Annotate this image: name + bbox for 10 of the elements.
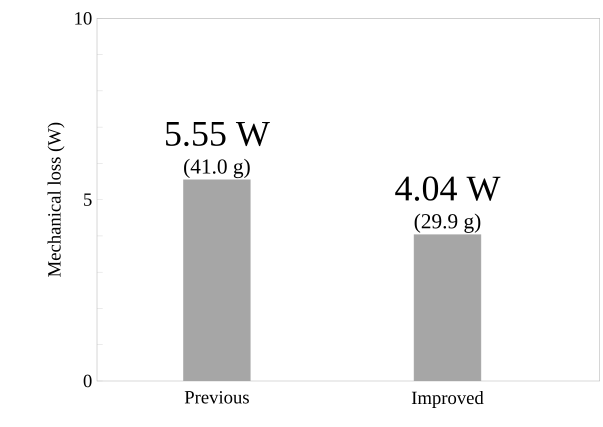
x-tick-label: Improved: [412, 391, 484, 408]
y-axis-title: Mechanical loss (W): [48, 122, 64, 277]
annotation: (29.9 g): [414, 213, 480, 233]
annotation: (41.0 g): [184, 158, 250, 178]
y-tick-label: 10: [75, 12, 92, 25]
data-label: 4.04 W: [395, 176, 500, 201]
y-tick-label: 5: [84, 193, 92, 206]
y-tick-label: 0: [84, 374, 92, 388]
x-tick-label: Previous: [184, 391, 249, 404]
data-label: 5.55 W: [166, 122, 270, 146]
